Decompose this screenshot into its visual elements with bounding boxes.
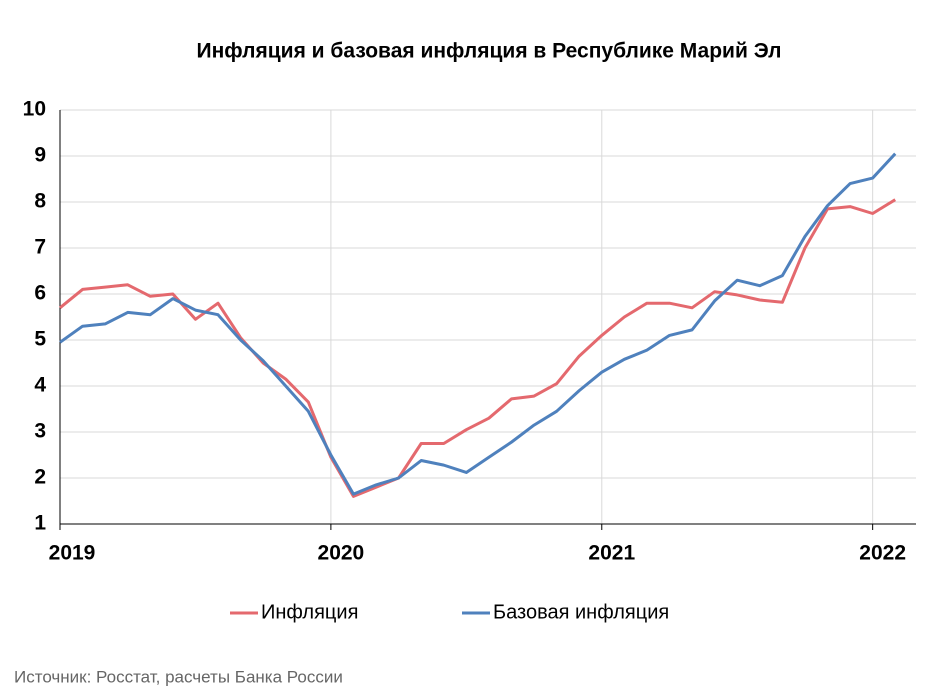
y-tick-label: 5 — [34, 328, 46, 351]
y-tick-label: 8 — [34, 190, 46, 213]
chart-title: Инфляция и базовая инфляция в Республике… — [197, 40, 782, 63]
x-tick-label: 2021 — [588, 542, 635, 565]
y-tick-label: 6 — [34, 282, 46, 305]
y-tick-label: 3 — [34, 420, 46, 443]
y-tick-label: 2 — [34, 466, 46, 489]
line-series — [59, 152, 897, 496]
y-tick-label: 4 — [34, 374, 46, 397]
x-tick-label: 2022 — [859, 542, 906, 565]
y-tick-label: 7 — [34, 236, 46, 259]
x-tick-label: 2019 — [49, 542, 96, 565]
legend-label: Базовая инфляция — [493, 601, 669, 623]
legend-label: Инфляция — [261, 601, 358, 623]
line-series — [59, 198, 897, 498]
source-note: Источник: Росстат, расчеты Банка России — [14, 667, 343, 686]
y-tick-label: 1 — [34, 512, 46, 535]
x-tick-label: 2020 — [318, 542, 365, 565]
y-tick-label: 9 — [34, 144, 46, 167]
y-tick-label: 10 — [23, 98, 46, 121]
